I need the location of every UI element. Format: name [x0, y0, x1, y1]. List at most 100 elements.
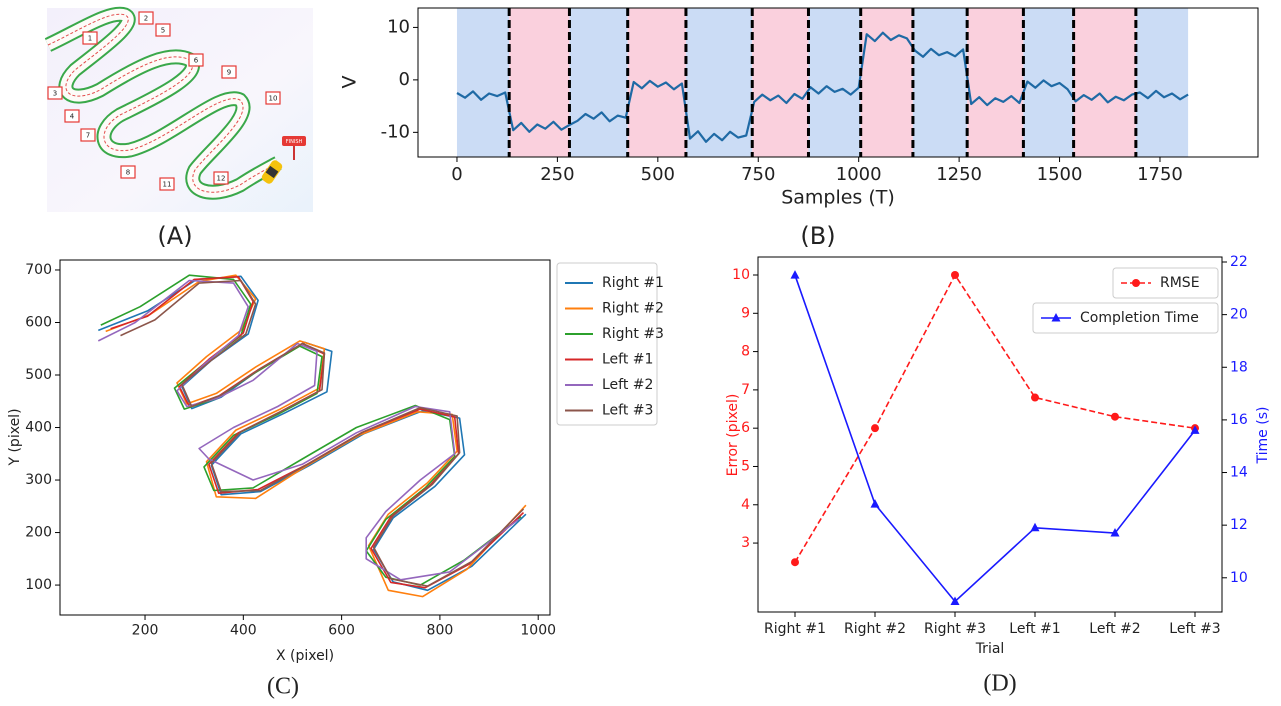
data-point: [951, 270, 959, 279]
label-box: [213, 171, 229, 185]
y-tick-label: 400: [25, 420, 52, 436]
span: [569, 8, 628, 157]
y-tick-label: 0: [399, 69, 410, 90]
x-tick-label: Left #3: [1169, 621, 1220, 637]
label-text: 3: [53, 90, 57, 98]
label-box: [82, 31, 98, 45]
label-text: 10: [269, 95, 278, 103]
y-axis-label: Y (pixel): [7, 408, 23, 466]
x-tick-label: Left #2: [1089, 621, 1140, 637]
x-tick-label: 800: [427, 622, 454, 638]
span: [860, 8, 913, 157]
trajectory: [120, 279, 525, 587]
legend-label: Right #3: [602, 326, 664, 342]
span: [752, 8, 809, 157]
label-box: [138, 11, 154, 25]
finish-sign: [282, 136, 306, 146]
road-center: [47, 13, 279, 193]
y-axis-label: Error (pixel): [725, 394, 741, 477]
y-tick-label: 100: [25, 577, 52, 593]
legend-label: Left #2: [602, 377, 653, 393]
x-axis-label: Trial: [975, 641, 1005, 657]
data-point: [1031, 393, 1039, 402]
x-tick-label: Right #3: [924, 621, 986, 637]
legend-label: Left #1: [602, 352, 653, 368]
legend-marker: [1132, 279, 1140, 287]
x-axis-label: Samples (T): [781, 187, 895, 209]
legend-label: Right #1: [602, 275, 664, 291]
label-text: 4: [70, 113, 75, 121]
label-text: 2: [144, 15, 148, 23]
panel-caption: (B): [800, 222, 835, 250]
car: [261, 160, 283, 184]
legend-label: Left #3: [602, 403, 653, 419]
x-tick-label: 400: [230, 622, 257, 638]
label-text: 5: [161, 27, 165, 35]
label-text: 6: [194, 57, 199, 65]
x-tick-label: 1000: [836, 164, 882, 185]
series-line: [794, 273, 1196, 563]
label-box: [155, 23, 171, 37]
panel-caption: (A): [157, 222, 192, 250]
data-point: [1110, 528, 1120, 537]
legend-label: Right #2: [602, 301, 664, 317]
plot-frame: [417, 7, 1259, 158]
y-tick-label: 300: [25, 472, 52, 488]
y-tick-label: 22: [1230, 254, 1248, 270]
label-text: 7: [86, 132, 90, 140]
signal-line: [456, 31, 1189, 143]
x-tick-label: 1000: [520, 622, 556, 638]
y-tick-label: 16: [1230, 412, 1248, 428]
data-point: [791, 558, 799, 567]
label-box: [221, 65, 237, 79]
x-tick-label: Right #2: [844, 621, 906, 637]
plot-frame: [757, 256, 1223, 613]
y-tick-label: 10: [1230, 570, 1248, 586]
data-point: [1190, 425, 1200, 434]
y-tick-label: 14: [1230, 465, 1248, 481]
finish-label: FINISH: [286, 139, 303, 145]
y-tick-label: 200: [25, 525, 52, 541]
label-text: 8: [126, 169, 130, 177]
x-tick-label: 0: [451, 164, 462, 185]
label-box: [120, 165, 136, 179]
plot-frame: [59, 259, 551, 616]
trajectory: [110, 276, 525, 589]
y-tick-label: 500: [25, 367, 52, 383]
legend-marker: [1051, 313, 1061, 322]
y-tick-label: 12: [1230, 517, 1248, 533]
panel-caption: (D): [983, 671, 1016, 697]
span: [1073, 8, 1136, 157]
label-text: 1: [88, 35, 92, 43]
data-point: [790, 270, 800, 279]
y-tick-label: 8: [741, 344, 750, 360]
y-axis-label: V: [339, 76, 361, 89]
x-tick-label: 750: [741, 164, 775, 185]
y-tick-label: -10: [381, 121, 410, 142]
label-box: [47, 86, 63, 100]
data-point: [871, 424, 879, 433]
data-point: [870, 499, 880, 508]
label-box: [80, 128, 96, 142]
x-tick-label: 1250: [936, 164, 982, 185]
x-tick-label: 200: [132, 622, 159, 638]
span: [456, 8, 510, 157]
label-box: [64, 109, 80, 123]
x-tick-label: 500: [641, 164, 675, 185]
illustration: FINISH: [44, 6, 313, 212]
span: [1135, 8, 1189, 157]
label-box: [159, 177, 175, 191]
y-tick-label: 700: [25, 262, 52, 278]
y-tick-label: 600: [25, 314, 52, 330]
span: [967, 8, 1024, 157]
y-tick-label: 18: [1230, 359, 1248, 375]
x-tick-label: 250: [540, 164, 574, 185]
y-tick-label: 9: [741, 305, 750, 321]
label-text: 11: [163, 181, 172, 189]
y-tick-label: 5: [741, 458, 750, 474]
x-tick-label: Left #1: [1009, 621, 1060, 637]
span: [808, 8, 861, 157]
y-tick-label: 10: [732, 267, 750, 283]
data-point: [950, 596, 960, 605]
y-tick-label: 10: [387, 16, 410, 37]
